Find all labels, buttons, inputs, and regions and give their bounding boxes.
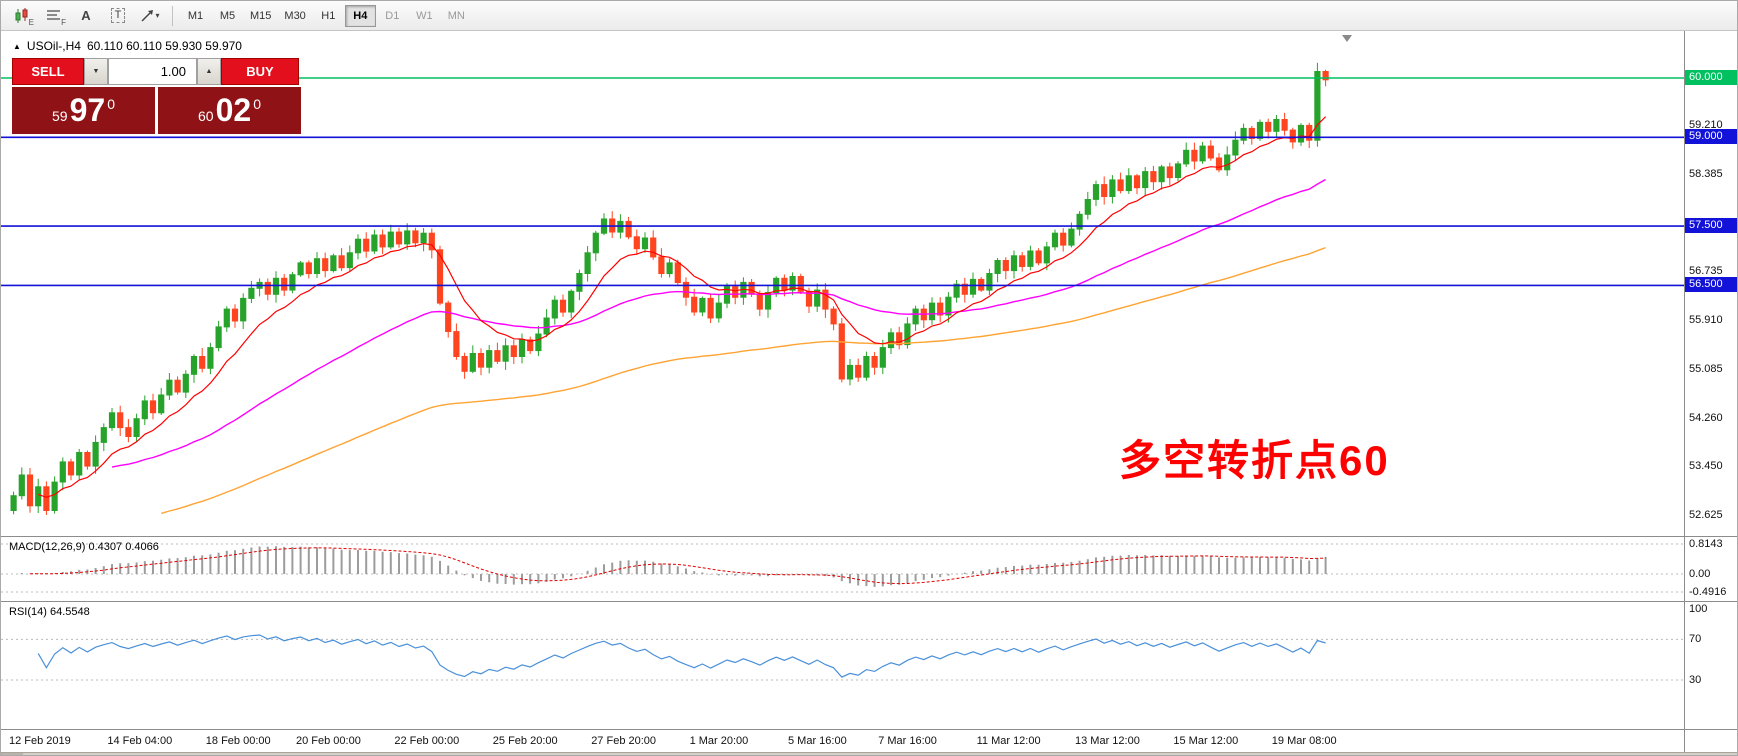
ask-price-pip: 0 (253, 95, 261, 112)
rsi-name: RSI(14) (9, 606, 47, 618)
price-tick-label: 53.450 (1689, 460, 1723, 473)
price-tick-label: 55.910 (1689, 314, 1723, 327)
rsi-axis-label: 30 (1689, 674, 1702, 686)
text-label-tool[interactable]: A (71, 4, 101, 28)
window-grip[interactable] (1, 753, 23, 755)
macd-signal-value: 0.4066 (125, 541, 159, 553)
timeframe-d1[interactable]: D1 (377, 5, 408, 27)
price-tick-label: 56.735 (1689, 265, 1723, 278)
time-axis-label: 18 Feb 00:00 (205, 735, 271, 747)
tool-sub-label: E (28, 17, 34, 27)
time-axis-label: 22 Feb 00:00 (394, 735, 460, 747)
ohlc-values: 60.110 60.110 59.930 59.970 (86, 39, 242, 53)
mini-bars-icon (47, 9, 60, 20)
chart-header: ▲ USOil-,H4 60.110 60.110 59.930 59.970 (13, 39, 242, 53)
time-axis-label: 5 Mar 16:00 (788, 735, 847, 747)
timeframe-mn[interactable]: MN (441, 5, 472, 27)
price-level-badge: 57.500 (1685, 218, 1737, 234)
timeframe-h4[interactable]: H4 (344, 4, 376, 27)
panel-divider (1, 601, 1737, 602)
timeframe-m5[interactable]: M5 (212, 5, 243, 27)
ask-price-prefix: 60 (198, 107, 214, 124)
macd-axis-label: 0.8143 (1689, 538, 1723, 550)
timeframe-h1[interactable]: H1 (313, 5, 344, 27)
annotation-text: 多空转折点60 (1119, 437, 1390, 484)
macd-indicator-panel[interactable] (1, 537, 1684, 602)
toolbar: E F A T ▾ M1 M5 M15 M30 H1 H4 D1 W1 MN (1, 1, 1737, 31)
chevron-up-icon: ▲ (205, 68, 213, 75)
candlestick-tool-icon[interactable]: E (7, 4, 37, 28)
buy-button[interactable]: BUY (221, 58, 299, 85)
symbol-timeframe-label: USOil-,H4 (26, 39, 81, 53)
ask-price-big: 02 (215, 92, 252, 128)
trade-panel-quotes: 59 97 0 60 02 0 (12, 87, 301, 134)
bid-price-prefix: 59 (52, 107, 68, 124)
main-price-chart[interactable] (1, 31, 1684, 537)
price-axis-divider (1684, 31, 1685, 752)
panel-divider (1, 536, 1737, 537)
macd-axis-label: -0.4916 (1689, 586, 1727, 598)
time-axis-label: 25 Feb 20:00 (492, 735, 558, 747)
rsi-label: RSI(14) 64.5548 (9, 606, 90, 618)
price-tick-label: 59.210 (1689, 118, 1723, 131)
toolbar-separator (172, 5, 173, 26)
bars-tool-icon[interactable]: F (39, 4, 69, 28)
time-axis-label: 1 Mar 20:00 (689, 735, 749, 747)
volume-input[interactable]: 1.00 (108, 58, 197, 85)
trade-panel: SELL ▼ 1.00 ▲ BUY 59 97 0 60 02 0 (12, 58, 301, 134)
price-tick-label: 55.085 (1689, 363, 1723, 376)
macd-main-value: 0.4307 (88, 541, 123, 553)
price-tick-label: 52.625 (1689, 508, 1723, 521)
timeframe-w1[interactable]: W1 (409, 5, 440, 27)
tool-sub-label: F (61, 17, 66, 27)
macd-axis-label: 0.00 (1689, 568, 1711, 580)
time-axis-label: 20 Feb 00:00 (296, 735, 361, 747)
macd-label: MACD(12,26,9) 0.4307 0.4066 (9, 541, 159, 553)
draw-tool-dropdown[interactable]: ▾ (135, 4, 165, 28)
chevron-down-icon: ▼ (92, 68, 100, 75)
symbol-marker-icon: ▲ (13, 41, 21, 51)
rsi-value: 64.5548 (49, 606, 90, 618)
time-axis-label: 12 Feb 2019 (9, 735, 71, 747)
time-axis-label: 19 Mar 08:00 (1271, 735, 1337, 747)
trade-panel-controls: SELL ▼ 1.00 ▲ BUY (12, 58, 301, 85)
volume-stepper[interactable]: ▲ (197, 58, 221, 85)
bid-price-tile[interactable]: 59 97 0 (12, 87, 155, 134)
macd-name: MACD(12,26,9) (9, 541, 86, 553)
text-box-tool[interactable]: T (103, 4, 133, 28)
price-tick-label: 58.385 (1689, 167, 1723, 180)
time-axis-label: 11 Mar 12:00 (976, 735, 1041, 747)
time-axis-label: 27 Feb 20:00 (591, 735, 657, 747)
price-tick-label: 54.260 (1689, 412, 1723, 425)
price-level-badge: 59.000 (1685, 129, 1737, 145)
rsi-axis-label: 70 (1689, 633, 1702, 645)
time-axis-label: 15 Mar 12:00 (1173, 735, 1239, 747)
bid-price-big: 97 (69, 92, 106, 128)
rsi-axis-label: 100 (1689, 603, 1708, 615)
rsi-indicator-panel[interactable] (1, 602, 1684, 730)
trendline-icon (141, 9, 154, 22)
time-axis-label: 14 Feb 04:00 (107, 735, 173, 747)
timeframe-m30[interactable]: M30 (278, 5, 311, 27)
chevron-down-icon: ▾ (155, 11, 160, 20)
bid-price-pip: 0 (107, 95, 115, 112)
timeframe-m15[interactable]: M15 (244, 5, 277, 27)
volume-dropdown-button[interactable]: ▼ (84, 58, 108, 85)
panel-divider (1, 729, 1737, 730)
sell-button[interactable]: SELL (12, 58, 84, 85)
price-axis[interactable]: 59.210 58.385 56.735 55.910 55.085 54.260 53.4… (1685, 31, 1737, 752)
time-axis[interactable]: 12 Feb 2019 14 Feb 04:00 18 Feb 00:00 20 Fe… (1, 730, 1684, 752)
time-axis-label: 13 Mar 12:00 (1075, 735, 1140, 747)
chart-shift-marker-icon[interactable] (1342, 35, 1352, 42)
ask-price-tile[interactable]: 60 02 0 (158, 87, 301, 134)
timeframe-m1[interactable]: M1 (180, 5, 211, 27)
price-level-badge: 60.000 (1685, 70, 1737, 85)
timeframe-group: M1 M5 M15 M30 H1 H4 D1 W1 MN (180, 4, 472, 27)
time-axis-label: 7 Mar 16:00 (878, 735, 937, 747)
price-level-badge: 56.500 (1685, 277, 1737, 293)
mini-candles-icon (15, 7, 28, 23)
bottom-bar (1, 752, 1737, 755)
chart-area: 59.210 58.385 56.735 55.910 55.085 54.260 53.4… (1, 31, 1737, 752)
